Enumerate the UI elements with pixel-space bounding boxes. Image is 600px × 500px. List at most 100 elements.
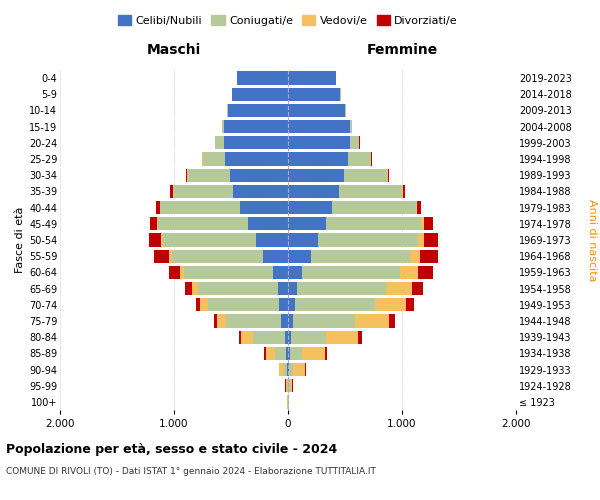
Bar [172, 250, 263, 263]
Bar [266, 346, 275, 360]
Bar [224, 120, 288, 134]
Bar [302, 346, 325, 360]
Bar [424, 234, 439, 246]
Bar [287, 363, 288, 376]
Bar [288, 346, 290, 360]
Bar [288, 217, 326, 230]
Bar [288, 168, 344, 182]
Text: Popolazione per età, sesso e stato civile - 2024: Popolazione per età, sesso e stato civil… [6, 442, 337, 456]
Bar [273, 266, 288, 279]
Bar [173, 185, 233, 198]
Bar [288, 298, 295, 312]
Bar [169, 266, 180, 279]
Bar [161, 234, 163, 246]
Bar [154, 250, 169, 263]
Bar [240, 201, 288, 214]
Bar [286, 379, 287, 392]
Bar [288, 136, 350, 149]
Bar [224, 136, 288, 149]
Bar [191, 282, 198, 295]
Bar [208, 298, 279, 312]
Bar [400, 266, 418, 279]
Bar [418, 234, 424, 246]
Bar [295, 298, 375, 312]
Bar [215, 136, 224, 149]
Bar [160, 201, 240, 214]
Text: Maschi: Maschi [147, 44, 201, 58]
Bar [386, 282, 412, 295]
Bar [326, 330, 358, 344]
Bar [263, 250, 288, 263]
Bar [241, 330, 253, 344]
Bar [253, 330, 284, 344]
Bar [290, 346, 302, 360]
Bar [288, 234, 317, 246]
Bar [289, 379, 290, 392]
Bar [284, 363, 287, 376]
Bar [222, 120, 224, 134]
Bar [421, 217, 424, 230]
Bar [288, 201, 332, 214]
Bar [288, 266, 302, 279]
Bar [388, 168, 389, 182]
Bar [185, 282, 191, 295]
Bar [403, 185, 406, 198]
Bar [288, 72, 336, 85]
Bar [332, 201, 416, 214]
Bar [416, 201, 417, 214]
Bar [288, 185, 340, 198]
Bar [325, 346, 328, 360]
Bar [317, 234, 418, 246]
Bar [233, 185, 288, 198]
Bar [371, 152, 372, 166]
Bar [226, 314, 281, 328]
Bar [180, 266, 184, 279]
Bar [297, 282, 386, 295]
Bar [288, 152, 349, 166]
Bar [375, 298, 406, 312]
Bar [424, 217, 433, 230]
Bar [293, 363, 305, 376]
Bar [288, 363, 289, 376]
Bar [288, 104, 345, 117]
Bar [289, 363, 293, 376]
Bar [288, 314, 293, 328]
Text: Anni di nascita: Anni di nascita [587, 198, 597, 281]
Bar [288, 330, 291, 344]
Bar [198, 282, 278, 295]
Bar [340, 185, 402, 198]
Bar [163, 234, 256, 246]
Y-axis label: Fasce di età: Fasce di età [14, 207, 25, 273]
Bar [188, 168, 230, 182]
Bar [264, 346, 266, 360]
Bar [290, 379, 292, 392]
Bar [288, 250, 311, 263]
Text: COMUNE DI RIVOLI (TO) - Dati ISTAT 1° gennaio 2024 - Elaborazione TUTTITALIA.IT: COMUNE DI RIVOLI (TO) - Dati ISTAT 1° ge… [6, 468, 376, 476]
Bar [302, 266, 400, 279]
Bar [350, 136, 359, 149]
Bar [203, 152, 226, 166]
Bar [248, 217, 288, 230]
Bar [279, 363, 284, 376]
Bar [326, 217, 421, 230]
Bar [349, 152, 371, 166]
Bar [420, 250, 439, 263]
Bar [350, 120, 352, 134]
Bar [214, 314, 217, 328]
Bar [157, 201, 160, 214]
Bar [418, 266, 433, 279]
Bar [288, 282, 297, 295]
Bar [279, 298, 288, 312]
Bar [412, 282, 422, 295]
Bar [217, 314, 226, 328]
Bar [150, 217, 157, 230]
Bar [149, 234, 161, 246]
Bar [184, 266, 273, 279]
Bar [256, 234, 288, 246]
Legend: Celibi/Nubili, Coniugati/e, Vedovi/e, Divorziati/e: Celibi/Nubili, Coniugati/e, Vedovi/e, Di… [113, 11, 463, 30]
Bar [236, 72, 288, 85]
Bar [239, 330, 241, 344]
Bar [311, 250, 410, 263]
Bar [406, 298, 414, 312]
Bar [281, 314, 288, 328]
